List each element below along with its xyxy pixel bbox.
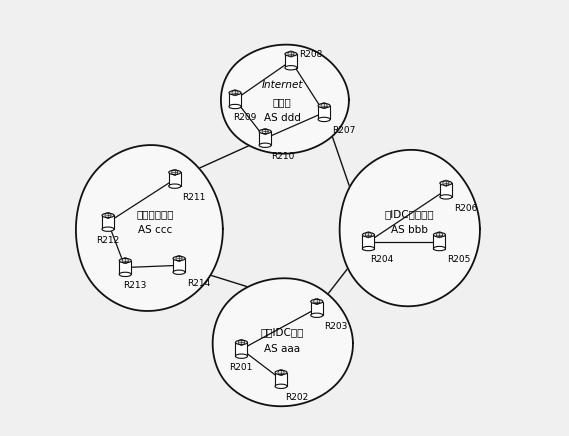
Ellipse shape: [173, 270, 185, 274]
Text: AS bbb: AS bbb: [391, 225, 428, 235]
Ellipse shape: [285, 52, 297, 56]
Ellipse shape: [318, 103, 330, 108]
Bar: [102, 215, 114, 229]
Text: AS aaa: AS aaa: [264, 344, 300, 354]
Bar: [275, 372, 287, 386]
Text: AS ccc: AS ccc: [138, 225, 172, 235]
Ellipse shape: [259, 143, 271, 147]
Ellipse shape: [102, 213, 114, 218]
Ellipse shape: [169, 170, 181, 174]
Ellipse shape: [102, 227, 114, 232]
Ellipse shape: [440, 195, 452, 199]
Ellipse shape: [259, 129, 271, 133]
Bar: [173, 259, 185, 272]
Ellipse shape: [318, 117, 330, 122]
Text: Internet: Internet: [262, 80, 303, 90]
Text: R213: R213: [123, 281, 146, 290]
Ellipse shape: [285, 66, 297, 70]
Text: R214: R214: [187, 279, 210, 288]
Ellipse shape: [311, 300, 323, 303]
Ellipse shape: [229, 104, 241, 109]
Ellipse shape: [275, 384, 287, 388]
Bar: [169, 172, 181, 186]
Ellipse shape: [434, 233, 446, 237]
Polygon shape: [340, 150, 480, 307]
Ellipse shape: [169, 184, 181, 188]
Text: R211: R211: [183, 193, 206, 202]
Bar: [229, 93, 241, 106]
Ellipse shape: [362, 233, 374, 237]
Polygon shape: [76, 145, 223, 311]
Text: R207: R207: [332, 126, 355, 135]
Ellipse shape: [119, 272, 131, 276]
Bar: [259, 132, 271, 145]
Ellipse shape: [236, 340, 248, 344]
Text: AS ddd: AS ddd: [264, 113, 301, 123]
Text: R203: R203: [324, 322, 348, 331]
Bar: [236, 342, 248, 356]
Text: R206: R206: [453, 204, 477, 213]
Bar: [440, 183, 452, 197]
Bar: [119, 261, 131, 274]
Text: R212: R212: [96, 236, 119, 245]
Bar: [318, 106, 330, 119]
Text: R205: R205: [447, 255, 471, 264]
Ellipse shape: [236, 354, 248, 358]
Ellipse shape: [362, 246, 374, 251]
Ellipse shape: [311, 313, 323, 317]
Bar: [362, 235, 374, 249]
Polygon shape: [213, 278, 353, 406]
Ellipse shape: [119, 259, 131, 263]
Text: R208: R208: [299, 50, 322, 59]
Text: R202: R202: [286, 393, 308, 402]
Text: 骨干网: 骨干网: [273, 97, 292, 107]
Text: 城域汇聚网络: 城域汇聚网络: [137, 209, 174, 219]
Text: R210: R210: [271, 152, 295, 161]
Ellipse shape: [275, 370, 287, 375]
Text: 地市IDC网络: 地市IDC网络: [261, 327, 304, 337]
Ellipse shape: [440, 181, 452, 185]
Bar: [285, 54, 297, 68]
Polygon shape: [221, 44, 349, 153]
Ellipse shape: [434, 246, 446, 251]
Bar: [434, 235, 446, 249]
Ellipse shape: [229, 91, 241, 95]
Bar: [311, 302, 323, 315]
Text: R204: R204: [370, 255, 394, 264]
Text: R209: R209: [233, 113, 256, 122]
Ellipse shape: [173, 256, 185, 261]
Text: 省IDC汇聚网络: 省IDC汇聚网络: [385, 209, 434, 219]
Text: R201: R201: [229, 363, 253, 372]
